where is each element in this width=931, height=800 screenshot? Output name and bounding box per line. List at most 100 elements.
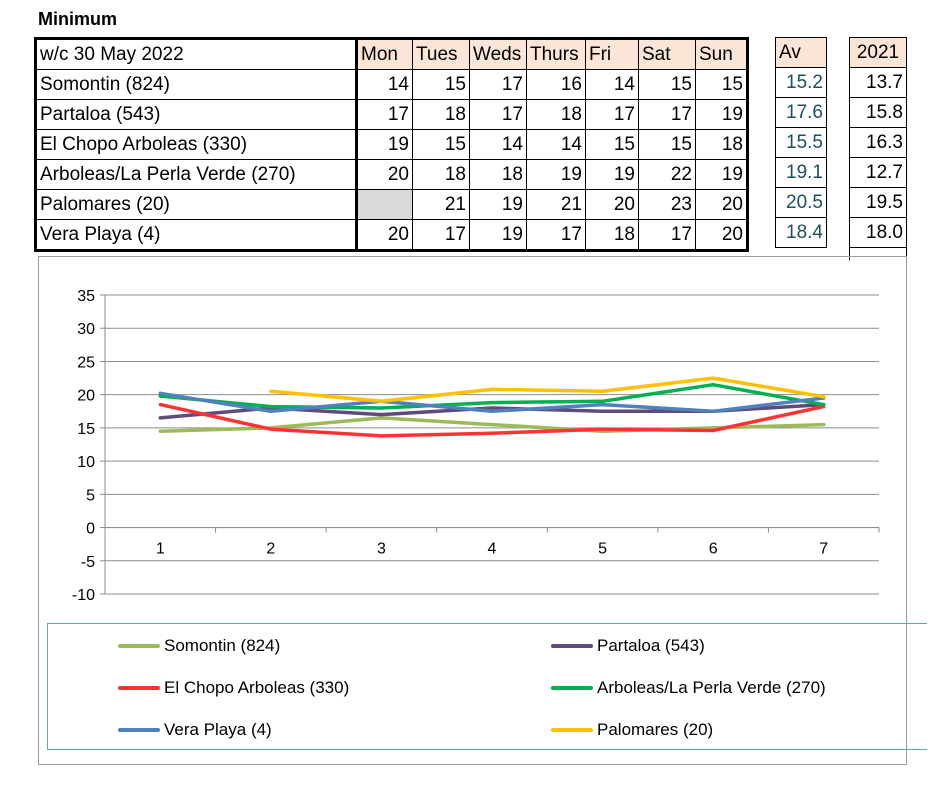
x-tick-label: 1	[156, 541, 165, 558]
legend-label: Arboleas/La Perla Verde (270)	[597, 678, 826, 697]
temp-cell: 17	[356, 99, 413, 130]
year-2021-table: 2021 13.7 15.8 16.3 12.7 19.5 18.0	[849, 37, 907, 260]
x-tick-label: 7	[819, 541, 828, 558]
day-header: Thurs	[526, 38, 586, 70]
week-label: w/c 30 May 2022	[35, 38, 358, 70]
y-tick-label: 15	[77, 421, 95, 438]
temp-cell: 17	[469, 69, 527, 100]
legend-item: Vera Playa (4)	[118, 719, 272, 741]
chart-legend: Somontin (824) Partaloa (543) El Chopo Arb…	[47, 623, 927, 750]
legend-label: El Chopo Arboleas (330)	[164, 678, 350, 697]
temp-cell: 18	[585, 219, 639, 251]
temp-cell: 20	[695, 189, 748, 220]
average-cell: 15.2	[775, 67, 827, 98]
series-line	[269, 376, 826, 404]
temp-cell: 15	[585, 129, 639, 160]
temp-cell: 19	[469, 219, 527, 251]
legend-label: Partaloa (543)	[597, 636, 705, 655]
temp-cell: 15	[412, 129, 470, 160]
y-tick-label: 10	[77, 454, 95, 471]
legend-swatch	[551, 728, 593, 732]
average-cell: 20.5	[775, 187, 827, 218]
table-row: Partaloa (543) 17 18 17 18 17 17 19	[35, 99, 748, 130]
average-cell: 15.5	[775, 127, 827, 158]
average-cell: 17.6	[775, 97, 827, 128]
day-header: Sun	[695, 38, 748, 70]
legend-swatch	[118, 644, 160, 648]
x-tick-label: 2	[266, 541, 275, 558]
temp-cell: 16	[526, 69, 586, 100]
table-header-row: w/c 30 May 2022 Mon Tues Weds Thurs Fri …	[35, 38, 748, 70]
year-2021-cell: 19.5	[849, 187, 907, 218]
temp-cell: 18	[695, 129, 748, 160]
legend-item: El Chopo Arboleas (330)	[118, 677, 349, 699]
temp-cell: 17	[412, 219, 470, 251]
legend-label: Somontin (824)	[164, 636, 281, 655]
site-name: Somontin (824)	[35, 69, 358, 100]
y-tick-label: 35	[77, 288, 95, 305]
legend-item: Palomares (20)	[551, 719, 713, 741]
temp-cell: 17	[526, 219, 586, 251]
chart-heading: Minimum	[38, 9, 117, 29]
chart-area	[38, 256, 907, 765]
y-tick-label: 25	[77, 354, 95, 371]
legend-item: Somontin (824)	[118, 635, 280, 657]
site-name: Partaloa (543)	[35, 99, 358, 130]
average-table: Av 15.2 17.6 15.5 19.1 20.5 18.4	[775, 37, 827, 248]
x-tick-label: 5	[598, 541, 607, 558]
year-2021-cell: 16.3	[849, 127, 907, 158]
legend-item: Partaloa (543)	[551, 635, 705, 657]
temp-cell: 17	[638, 99, 696, 130]
legend-label: Palomares (20)	[597, 720, 714, 739]
legend-item: Arboleas/La Perla Verde (270)	[551, 677, 826, 699]
temp-cell: 14	[585, 69, 639, 100]
site-name: El Chopo Arboleas (330)	[35, 129, 358, 160]
temp-cell: 19	[695, 99, 748, 130]
site-name: Arboleas/La Perla Verde (270)	[35, 159, 358, 190]
x-tick-label: 3	[377, 541, 386, 558]
average-cell: 19.1	[775, 157, 827, 188]
day-header: Mon	[356, 38, 413, 70]
temp-cell: 18	[412, 159, 470, 190]
year-2021-cell: 18.0	[849, 217, 907, 248]
series-line	[158, 402, 826, 438]
temp-cell: 15	[638, 129, 696, 160]
table-row: Arboleas/La Perla Verde (270) 20 18 18 1…	[35, 159, 748, 190]
site-name: Vera Playa (4)	[35, 219, 358, 251]
x-tick-label: 6	[709, 541, 718, 558]
y-tick-label: 5	[86, 487, 95, 504]
table-row: Vera Playa (4) 20 17 19 17 18 17 20	[35, 219, 748, 251]
x-tick-label: 4	[488, 541, 497, 558]
temp-cell: 14	[356, 69, 413, 100]
temp-cell: 20	[695, 219, 748, 251]
temp-cell: 19	[469, 189, 527, 220]
legend-swatch	[551, 686, 593, 690]
table-row: Somontin (824) 14 15 17 16 14 15 15	[35, 69, 748, 100]
temp-cell: 15	[695, 69, 748, 100]
y-tick-label: 0	[86, 521, 95, 538]
y-tick-label: -5	[81, 554, 95, 571]
temp-cell: 19	[526, 159, 586, 190]
year-2021-header: 2021	[849, 37, 907, 68]
site-name: Palomares (20)	[35, 189, 358, 220]
legend-label: Vera Playa (4)	[164, 720, 272, 739]
year-2021-cell: 13.7	[849, 67, 907, 98]
y-tick-label: -10	[72, 587, 95, 604]
day-header: Weds	[469, 38, 527, 70]
temp-cell: 18	[469, 159, 527, 190]
y-tick-label: 20	[77, 388, 95, 405]
temperature-table: w/c 30 May 2022 Mon Tues Weds Thurs Fri …	[34, 37, 749, 252]
series-line	[158, 391, 826, 414]
y-tick-label: 30	[77, 321, 95, 338]
legend-swatch	[551, 644, 593, 648]
day-header: Fri	[585, 38, 639, 70]
table-row: Palomares (20) 21 19 21 20 23 20	[35, 189, 748, 220]
legend-swatch	[118, 686, 160, 690]
series-line	[158, 382, 826, 410]
average-cell: 18.4	[775, 217, 827, 248]
day-header: Sat	[638, 38, 696, 70]
temp-cell: 20	[585, 189, 639, 220]
temp-cell: 19	[695, 159, 748, 190]
temp-cell: 18	[412, 99, 470, 130]
